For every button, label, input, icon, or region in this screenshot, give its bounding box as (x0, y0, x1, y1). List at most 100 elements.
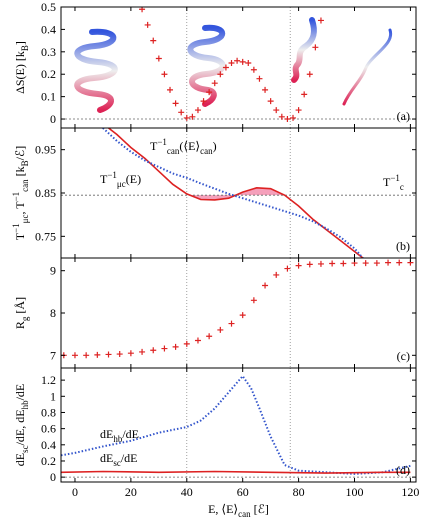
point (161, 345, 168, 352)
x-axis-label-part: [ℰ] (251, 502, 269, 516)
annotation-part: −1 (107, 170, 117, 180)
point (312, 44, 319, 51)
point (127, 350, 134, 357)
y-axis-label-part: /dE (13, 384, 27, 401)
y-tick-label: 0.6 (41, 422, 56, 436)
annotation-part: −1 (157, 137, 167, 147)
point (234, 57, 241, 64)
annotation: T−1can(⟨E⟩can) (150, 137, 217, 156)
y-axis-label: dEsc/dE, dEhb/dE (13, 384, 30, 467)
annotation-part: dE (100, 427, 113, 441)
point (83, 352, 90, 359)
point (256, 75, 263, 82)
y-axis-label-part: R (13, 321, 27, 329)
point (262, 86, 269, 93)
y-tick-label: 0.85 (35, 186, 56, 200)
helix-icons (74, 17, 393, 113)
annotation-part: sc (113, 458, 121, 468)
y-axis-label-part: can (20, 179, 30, 192)
point (340, 260, 347, 267)
point (200, 98, 207, 105)
x-axis-label-part: can (238, 509, 251, 519)
point (250, 66, 257, 73)
panel-label: (c) (397, 349, 410, 363)
y-tick-label: 0.2 (41, 67, 56, 81)
annotation-part: T (383, 175, 391, 189)
y-axis-label-part: hb (20, 400, 30, 410)
line (102, 128, 364, 258)
point (228, 60, 235, 67)
shaded-area (186, 187, 291, 200)
y-axis-label-part: [k (13, 166, 27, 179)
annotation-part: (⟨E⟩ (179, 139, 200, 153)
y-tick-label: 0.3 (41, 45, 56, 59)
plot-area (61, 368, 416, 482)
point (239, 312, 246, 319)
annotation-part: hb (113, 434, 123, 444)
point (295, 107, 302, 114)
point (105, 351, 112, 358)
y-tick-label: 0.2 (41, 454, 56, 468)
point (217, 71, 224, 78)
y-tick-label: 0.75 (35, 229, 56, 243)
point (262, 282, 269, 289)
point (183, 340, 190, 347)
y-tick-label: 1 (50, 389, 56, 403)
y-tick-label: 0.4 (41, 22, 56, 36)
y-axis-label-part: g (20, 316, 30, 321)
helix (187, 24, 226, 107)
point (329, 260, 336, 267)
y-axis-label-part: /dE, dE (13, 409, 27, 445)
point (161, 71, 168, 78)
helix (291, 17, 317, 83)
point (284, 116, 291, 123)
x-tick-label: 0 (72, 485, 78, 499)
x-tick-label: 20 (125, 485, 137, 499)
x-axis-label-part: E, ⟨E⟩ (208, 502, 238, 516)
y-tick-label: 0.1 (41, 90, 56, 104)
y-axis-label-part: T (13, 232, 27, 240)
point (228, 320, 235, 327)
annotation-part: c (400, 182, 404, 192)
point (206, 89, 213, 96)
point (306, 261, 313, 268)
annotation-part: /dE (121, 451, 138, 465)
y-axis-label-part: ] (13, 41, 27, 45)
point (94, 351, 101, 358)
y-axis-label: ΔS(E) [kB] (13, 41, 30, 94)
point (217, 326, 224, 333)
helix (342, 28, 393, 106)
point (273, 107, 280, 114)
point (278, 113, 285, 120)
annotation-part: (E) (126, 172, 141, 186)
point (373, 260, 380, 267)
x-tick-label: 80 (293, 485, 305, 499)
point (250, 297, 257, 304)
y-tick-label: 9 (50, 264, 56, 278)
point (273, 271, 280, 278)
point (239, 58, 246, 65)
point (178, 109, 185, 116)
point (317, 260, 324, 267)
annotation: dEhb/dE (100, 427, 139, 444)
y-tick-label: 0.5 (41, 0, 56, 14)
point (206, 333, 213, 340)
y-axis-label-part: B (20, 45, 30, 51)
point (211, 80, 218, 87)
y-axis-label-part: μc (20, 215, 30, 224)
plot-area (61, 7, 416, 128)
y-axis-label-part: dE (13, 453, 27, 466)
line (61, 470, 411, 474)
point (144, 21, 151, 28)
annotation-part: can (167, 146, 180, 156)
point (194, 107, 201, 114)
panel-frame (60, 367, 417, 483)
annotation: T−1μc(E) (100, 170, 141, 189)
x-tick-label: 60 (237, 485, 249, 499)
point (172, 100, 179, 107)
point (290, 114, 297, 121)
panel-frame (60, 257, 417, 369)
annotation-part: can (200, 146, 213, 156)
y-axis-label: T−1μc, T−1can [kB/ℰ] (11, 146, 30, 241)
point (222, 64, 229, 71)
